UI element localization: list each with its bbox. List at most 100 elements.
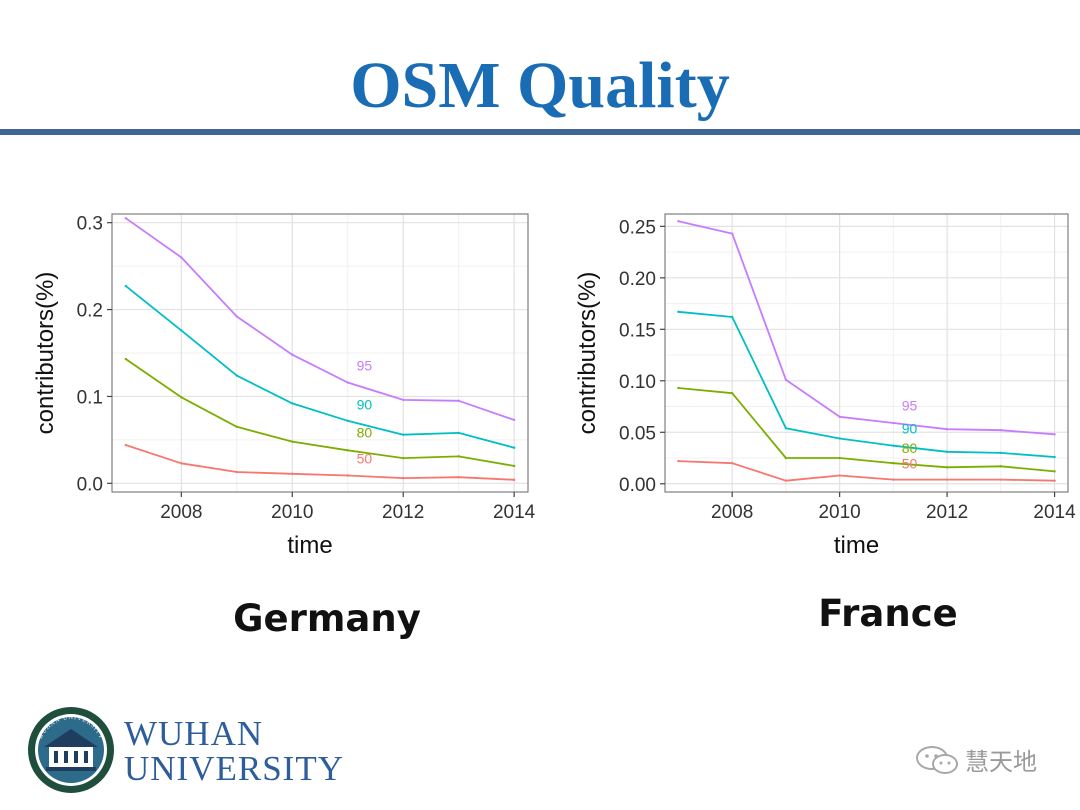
x-axis-title: time bbox=[287, 532, 332, 559]
series-label-80: 80 bbox=[902, 440, 918, 456]
series-label-95: 95 bbox=[902, 398, 918, 414]
x-axis-title: time bbox=[834, 532, 879, 559]
data-point-50 bbox=[1053, 479, 1056, 482]
series-line-80 bbox=[678, 387, 1055, 473]
data-point-50 bbox=[892, 478, 895, 481]
series-label-50: 50 bbox=[902, 455, 918, 471]
data-point-80 bbox=[346, 449, 349, 452]
x-tick-label: 2010 bbox=[271, 502, 313, 523]
data-point-90 bbox=[1053, 455, 1056, 459]
data-point-95 bbox=[784, 378, 788, 381]
data-point-50 bbox=[402, 476, 405, 480]
data-point-80 bbox=[838, 456, 841, 460]
data-point-90 bbox=[730, 315, 734, 319]
data-point-95 bbox=[124, 217, 128, 220]
watermark-text: 慧天地 bbox=[965, 748, 1037, 776]
data-point-95 bbox=[235, 315, 238, 318]
data-point-95 bbox=[402, 398, 405, 402]
series-line-50 bbox=[125, 444, 515, 481]
title-divider bbox=[0, 129, 1080, 135]
logo-text-wuhan: WUHAN bbox=[124, 714, 264, 753]
data-point-95 bbox=[346, 381, 349, 384]
plot-border bbox=[664, 213, 1069, 493]
x-tick-label: 2008 bbox=[711, 502, 753, 523]
data-point-95 bbox=[999, 429, 1003, 432]
data-point-95 bbox=[945, 427, 949, 431]
data-point-95 bbox=[457, 399, 460, 402]
data-point-50 bbox=[291, 472, 294, 475]
series-label-80: 80 bbox=[357, 424, 373, 440]
series-label-50: 50 bbox=[357, 450, 373, 466]
data-point-80 bbox=[730, 391, 734, 395]
data-point-90 bbox=[180, 329, 183, 332]
data-point-80 bbox=[945, 466, 949, 469]
plot-background bbox=[665, 214, 1068, 492]
y-tick-label: 0.1 bbox=[77, 387, 103, 408]
data-point-80 bbox=[235, 425, 238, 429]
data-point-95 bbox=[1053, 433, 1056, 436]
data-point-90 bbox=[124, 284, 128, 288]
logo-text-university: UNIVERSITY bbox=[124, 749, 344, 788]
caption-france: France bbox=[818, 592, 958, 635]
y-tick-label: 0.3 bbox=[77, 214, 103, 235]
y-tick-label: 0.15 bbox=[619, 320, 656, 341]
watermark: 慧天地 bbox=[915, 742, 1037, 777]
y-tick-label: 0.0 bbox=[77, 474, 103, 495]
data-point-80 bbox=[892, 461, 895, 465]
data-point-90 bbox=[999, 451, 1003, 455]
data-point-80 bbox=[784, 456, 788, 460]
data-point-50 bbox=[180, 462, 183, 465]
data-point-95 bbox=[512, 418, 516, 422]
x-tick-label: 2012 bbox=[382, 502, 424, 523]
data-point-50 bbox=[346, 474, 349, 477]
series-label-90: 90 bbox=[902, 420, 918, 436]
y-tick-label: 0.05 bbox=[619, 423, 656, 444]
data-point-90 bbox=[677, 310, 680, 314]
data-point-90 bbox=[512, 446, 516, 449]
data-point-50 bbox=[457, 476, 460, 479]
data-point-50 bbox=[999, 478, 1003, 481]
data-point-50 bbox=[235, 470, 238, 474]
data-point-80 bbox=[999, 465, 1003, 468]
data-point-90 bbox=[346, 419, 349, 422]
slide-title: OSM Quality bbox=[350, 49, 730, 122]
caption-germany: Germany bbox=[233, 597, 421, 640]
data-point-95 bbox=[677, 220, 680, 223]
x-tick-label: 2014 bbox=[493, 502, 536, 523]
series-line-95 bbox=[125, 217, 515, 421]
data-point-90 bbox=[945, 450, 949, 454]
data-point-80 bbox=[1053, 470, 1056, 473]
data-point-95 bbox=[180, 256, 183, 259]
data-point-50 bbox=[730, 461, 734, 465]
data-point-95 bbox=[730, 232, 734, 235]
y-tick-label: 0.00 bbox=[619, 475, 656, 496]
data-point-90 bbox=[784, 426, 788, 430]
x-tick-label: 2012 bbox=[926, 502, 968, 523]
data-point-90 bbox=[291, 402, 294, 405]
data-point-95 bbox=[892, 421, 895, 425]
chart-germany: 2008 2010 2012 2014 0.0 0.1 0.2 0.3 time contribu… bbox=[32, 213, 536, 559]
data-point-50 bbox=[512, 478, 516, 482]
data-point-80 bbox=[180, 396, 183, 399]
y-tick-label: 0.20 bbox=[619, 269, 656, 290]
data-point-80 bbox=[677, 386, 680, 390]
y-tick-label: 0.10 bbox=[619, 372, 656, 393]
wechat-icon bbox=[916, 745, 958, 774]
series-label-95: 95 bbox=[357, 357, 373, 373]
y-axis-title: contributors(%) bbox=[32, 272, 59, 435]
series-line-90 bbox=[678, 310, 1055, 458]
y-tick-label: 0.25 bbox=[619, 217, 656, 238]
data-point-90 bbox=[402, 433, 405, 436]
data-point-90 bbox=[235, 374, 238, 377]
plot-border bbox=[111, 213, 529, 493]
data-point-95 bbox=[291, 353, 294, 356]
data-point-80 bbox=[124, 357, 128, 361]
data-point-90 bbox=[892, 444, 895, 447]
series-line-80 bbox=[125, 358, 515, 467]
x-tick-label: 2010 bbox=[818, 502, 860, 523]
data-point-50 bbox=[677, 459, 680, 463]
data-point-50 bbox=[838, 474, 841, 477]
y-axis-title: contributors(%) bbox=[574, 272, 601, 435]
series-line-95 bbox=[678, 220, 1055, 436]
chart-france: 2008 2010 2012 2014 0.00 0.05 0.10 0.15 0.20 0.25… bbox=[574, 213, 1076, 559]
